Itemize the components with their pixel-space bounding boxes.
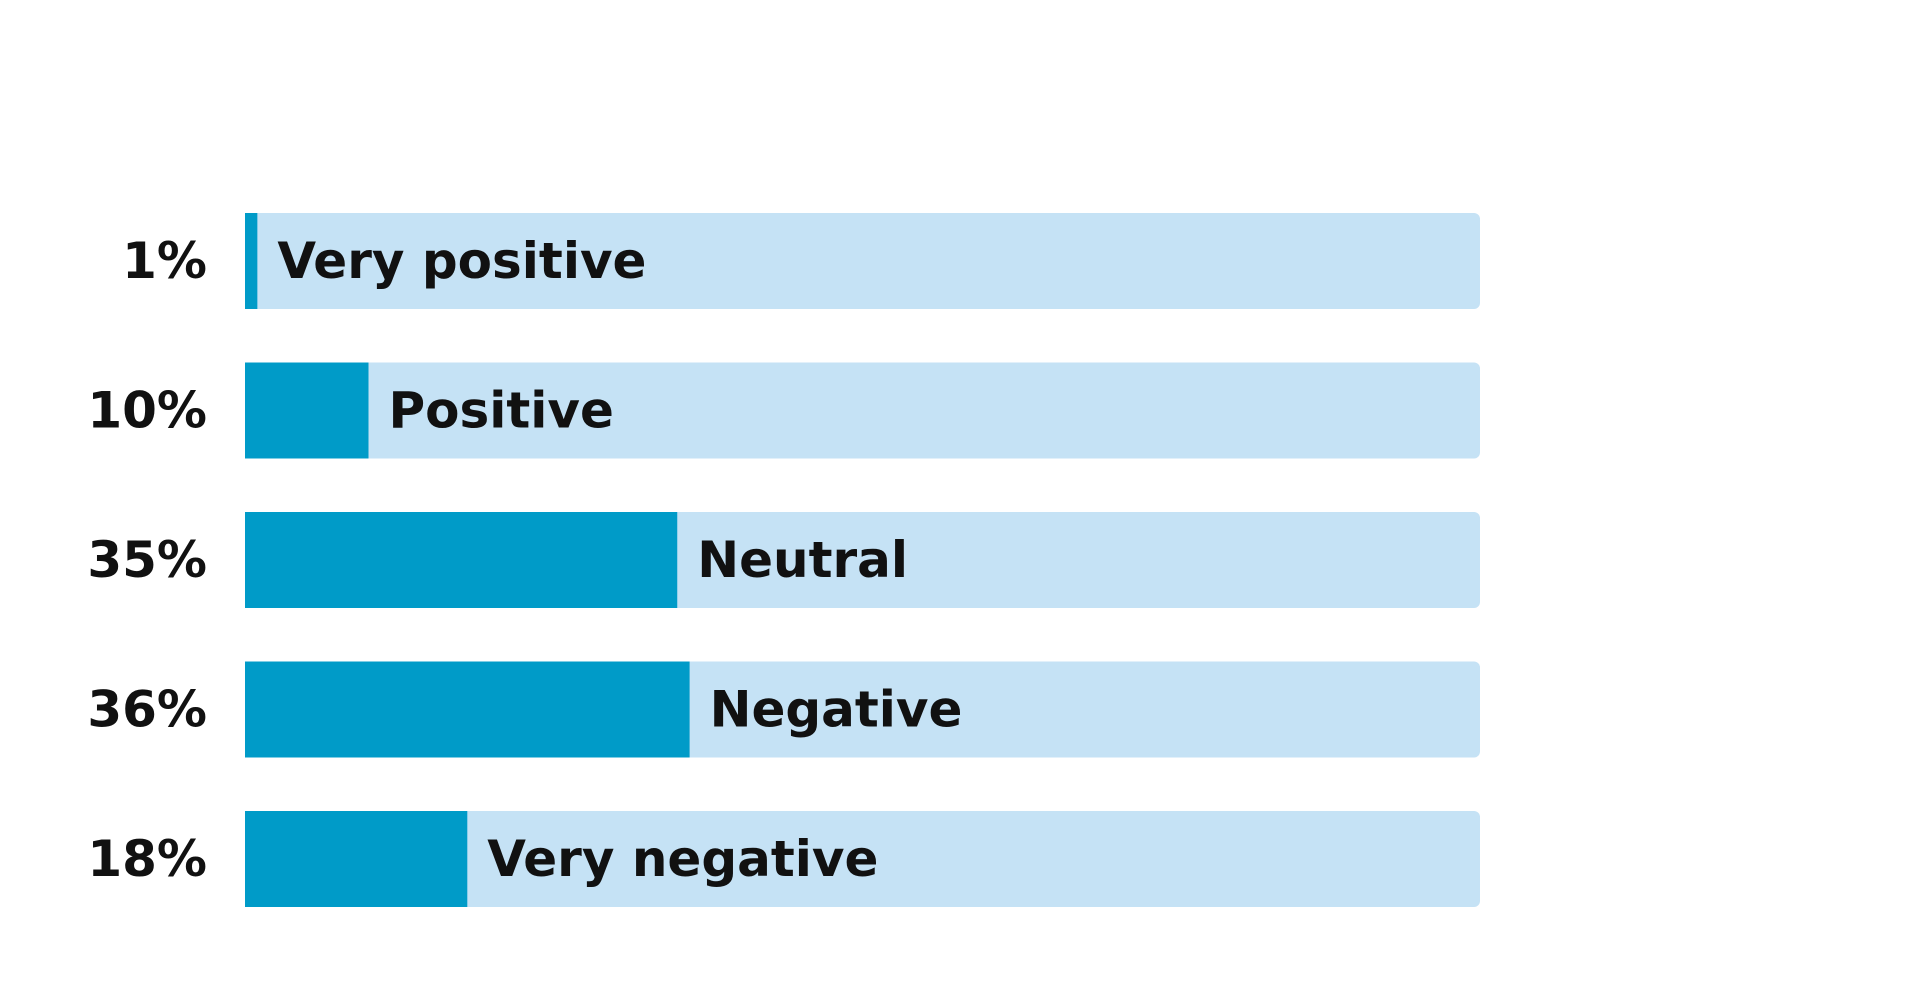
category-label: Very positive (277, 232, 646, 290)
bar-row-very-positive: 1% Very positive (122, 213, 1480, 309)
category-label: Very negative (487, 830, 878, 888)
value-label: 1% (122, 232, 207, 290)
bar-row-neutral: 35% Neutral (87, 512, 1480, 608)
bar-track (245, 362, 1480, 459)
bar-track (245, 811, 1480, 907)
bar-fill (245, 362, 369, 459)
bar-fill (245, 512, 678, 608)
category-label: Neutral (697, 531, 908, 589)
value-label: 35% (87, 531, 207, 589)
bar-fill (245, 213, 258, 309)
bar-fill (245, 811, 468, 907)
bar-fill (245, 661, 690, 758)
value-label: 36% (87, 681, 207, 739)
bar-row-negative: 36% Negative (87, 661, 1480, 758)
category-label: Negative (710, 681, 963, 739)
category-label: Positive (389, 382, 614, 440)
bar-row-very-negative: 18% Very negative (87, 811, 1480, 907)
bar-row-positive: 10% Positive (87, 362, 1480, 459)
value-label: 10% (87, 382, 207, 440)
value-label: 18% (87, 830, 207, 888)
bar-track (245, 213, 1480, 309)
